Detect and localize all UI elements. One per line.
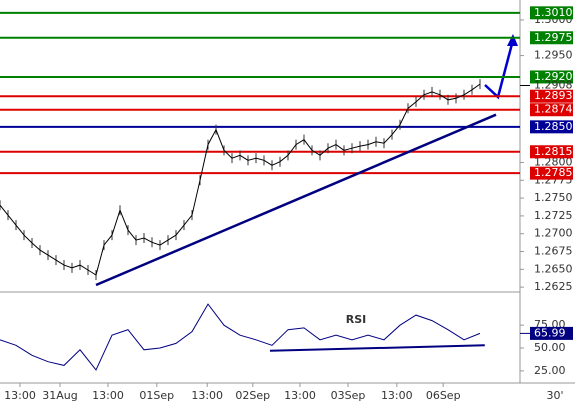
level-box [530, 89, 573, 103]
level-label: 1.2850 [534, 120, 573, 133]
rsi-title: RSI [346, 313, 367, 326]
level-label: 1.2785 [534, 166, 573, 179]
x-tick-label: 13:00 [284, 389, 316, 402]
y-tick-label: 25.00 [534, 364, 566, 377]
rsi-last-label: 65.99 [534, 326, 566, 339]
rsi-trendline [269, 344, 485, 352]
level-label: 1.2893 [534, 89, 573, 102]
x-tick-label: 31Aug [42, 389, 77, 402]
level-box [530, 70, 573, 84]
rsi-line [0, 303, 481, 371]
forecast-arrow-head [507, 34, 518, 46]
y-tick-label: 1.2950 [534, 49, 573, 62]
level-box [530, 120, 573, 134]
level-label: 1.2975 [534, 31, 573, 44]
y-tick-label: 1.2625 [534, 280, 573, 293]
rsi-last-box [530, 326, 573, 340]
x-tick-label: 03Sep [331, 389, 366, 402]
x-tick-label: 01Sep [139, 389, 174, 402]
level-box [530, 31, 573, 45]
trendline [95, 113, 497, 287]
timeframe: 30' [546, 389, 563, 402]
x-tick-label: 13:00 [92, 389, 124, 402]
level-label: 1.3010 [534, 6, 573, 19]
price-line [0, 83, 481, 276]
level-label: 1.2815 [534, 145, 573, 158]
y-tick-label: 50.00 [534, 341, 566, 354]
y-tick-label: 1.2750 [534, 191, 573, 204]
y-tick-label: 1.2675 [534, 245, 573, 258]
x-tick-label: 13:00 [4, 389, 36, 402]
y-tick-label: 1.2800 [534, 155, 573, 168]
x-tick-label: 13:00 [381, 389, 413, 402]
y-tick-label: 1.2700 [534, 227, 573, 240]
level-box [530, 6, 573, 20]
last-price-label: 1.2908 [534, 79, 573, 92]
level-box [530, 103, 573, 117]
x-tick-label: 02Sep [235, 389, 270, 402]
x-tick-label: 06Sep [426, 389, 461, 402]
level-box [530, 145, 573, 159]
level-label: 1.2920 [534, 70, 573, 83]
x-tick-label: 13:00 [191, 389, 223, 402]
y-tick-label: 1.2725 [534, 209, 573, 222]
level-label: 1.2874 [534, 103, 573, 116]
level-box [530, 166, 573, 180]
y-tick-label: 1.2650 [534, 262, 573, 275]
